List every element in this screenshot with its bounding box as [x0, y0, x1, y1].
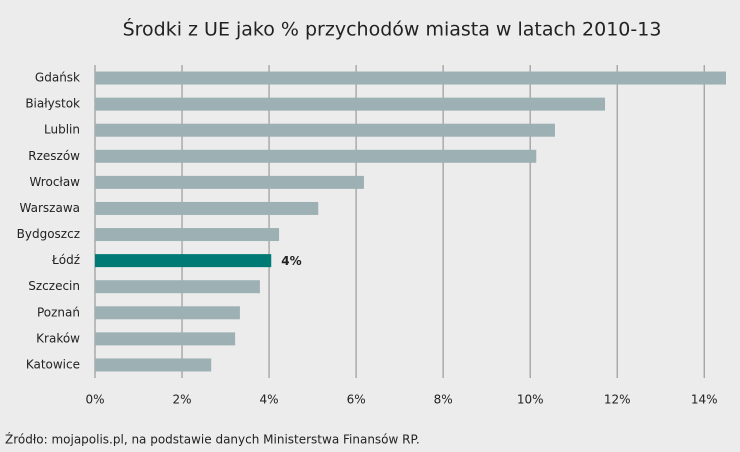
source-note: Źródło: mojapolis.pl, na podstawie danyc… — [5, 432, 420, 447]
x-tick-label: 4% — [260, 393, 279, 407]
y-tick-label: Bydgoszcz — [17, 227, 80, 241]
y-tick-label: Kraków — [36, 331, 80, 345]
x-tick-label: 6% — [347, 393, 366, 407]
y-tick-label: Warszawa — [20, 201, 80, 215]
bar — [95, 149, 537, 163]
x-tick-label: 8% — [434, 393, 453, 407]
y-tick-label: Poznań — [37, 305, 80, 319]
x-tick-label: 10% — [517, 393, 544, 407]
y-tick-label: Lublin — [44, 123, 80, 137]
bar — [95, 254, 272, 268]
y-tick-label: Katowice — [26, 357, 80, 371]
bar — [95, 123, 555, 137]
bar — [95, 71, 726, 85]
y-tick-label: Wrocław — [29, 175, 80, 189]
x-tick-label: 12% — [604, 393, 631, 407]
bar — [95, 280, 260, 294]
bar — [95, 201, 319, 215]
bar — [95, 358, 212, 372]
y-tick-label: Łódź — [51, 253, 80, 267]
x-tick-label: 14% — [691, 393, 718, 407]
bar — [95, 97, 606, 111]
bar — [95, 175, 364, 189]
bar — [95, 306, 240, 320]
y-tick-label: Rzeszów — [28, 149, 80, 163]
value-label: 4% — [281, 254, 301, 268]
bar — [95, 228, 280, 242]
chart-title: Środki z UE jako % przychodów miasta w l… — [123, 17, 662, 41]
bar — [95, 332, 236, 346]
y-tick-label: Białystok — [25, 97, 80, 111]
y-tick-label: Szczecin — [28, 279, 80, 293]
x-tick-label: 0% — [85, 393, 104, 407]
y-tick-label: Gdańsk — [35, 71, 80, 85]
x-tick-label: 2% — [173, 393, 192, 407]
